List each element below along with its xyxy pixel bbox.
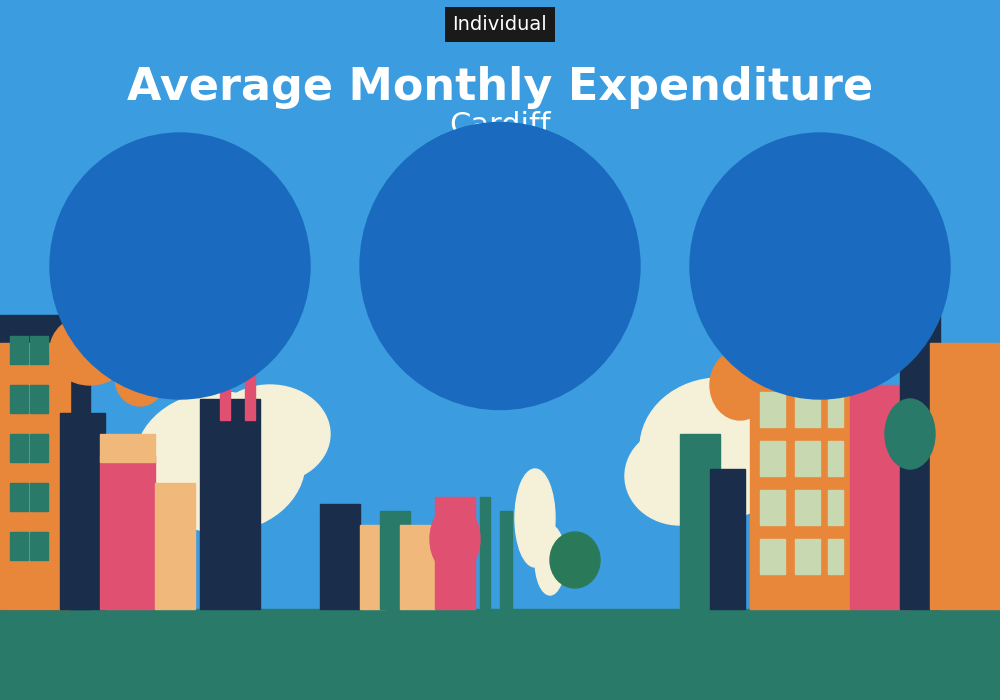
Bar (30, 385, 48, 413)
Bar (0, 609, 1000, 700)
Bar (480, 497, 490, 609)
Bar (930, 343, 1000, 609)
Bar (900, 301, 940, 609)
Bar (828, 343, 843, 378)
Bar (10, 532, 28, 560)
Text: $3,200: $3,200 (466, 304, 534, 323)
Ellipse shape (550, 532, 600, 588)
Ellipse shape (710, 350, 770, 420)
Bar (850, 385, 910, 609)
Text: 2,500 GBP: 2,500 GBP (431, 247, 569, 271)
Bar (760, 392, 785, 427)
Bar (760, 441, 785, 476)
Bar (435, 497, 475, 609)
Bar (30, 336, 48, 364)
Bar (100, 434, 155, 462)
Bar (360, 525, 385, 609)
Bar (30, 434, 48, 462)
Bar (200, 399, 260, 609)
Bar (60, 413, 105, 609)
Bar (760, 539, 785, 574)
Ellipse shape (50, 315, 130, 385)
Bar (500, 511, 512, 609)
Bar (100, 455, 155, 609)
Bar (30, 483, 48, 511)
Ellipse shape (515, 469, 555, 567)
Bar (0, 343, 70, 609)
Ellipse shape (885, 399, 935, 469)
Bar (795, 539, 820, 574)
Text: AVERAGE: AVERAGE (464, 206, 536, 221)
Text: 🇬🇧: 🇬🇧 (475, 148, 525, 190)
Text: MINIMUM: MINIMUM (144, 206, 216, 221)
Bar (155, 483, 195, 609)
Bar (828, 441, 843, 476)
Text: Average Monthly Expenditure: Average Monthly Expenditure (127, 66, 873, 109)
Ellipse shape (360, 122, 640, 410)
Ellipse shape (115, 350, 165, 406)
Bar (380, 511, 410, 609)
Text: 350 GBP: 350 GBP (124, 247, 236, 271)
Bar (795, 441, 820, 476)
Ellipse shape (640, 378, 800, 518)
Text: $450: $450 (155, 304, 205, 323)
Bar (795, 490, 820, 525)
Bar (680, 434, 720, 609)
Text: $21,000: $21,000 (780, 304, 860, 323)
Bar (828, 539, 843, 574)
Bar (220, 357, 230, 420)
Text: MAXIMUM: MAXIMUM (782, 206, 858, 221)
Bar (828, 490, 843, 525)
Bar (320, 504, 360, 609)
Bar (245, 371, 255, 420)
Ellipse shape (135, 392, 305, 532)
Text: Individual: Individual (453, 15, 547, 34)
Bar (760, 343, 785, 378)
Ellipse shape (210, 385, 330, 483)
Ellipse shape (430, 504, 480, 574)
Bar (0, 315, 90, 609)
Bar (400, 525, 435, 609)
Ellipse shape (625, 427, 735, 525)
Bar (30, 532, 48, 560)
Bar (750, 329, 850, 609)
Ellipse shape (690, 133, 950, 399)
Bar (10, 385, 28, 413)
Bar (795, 343, 820, 378)
Bar (10, 434, 28, 462)
Bar (828, 392, 843, 427)
Bar (710, 469, 745, 609)
Bar (10, 336, 28, 364)
Bar (10, 483, 28, 511)
Ellipse shape (535, 525, 565, 595)
Text: 17,000 GBP: 17,000 GBP (743, 247, 897, 271)
Ellipse shape (50, 133, 310, 399)
Bar (795, 392, 820, 427)
Text: Cardiff: Cardiff (449, 111, 551, 141)
Bar (760, 490, 785, 525)
